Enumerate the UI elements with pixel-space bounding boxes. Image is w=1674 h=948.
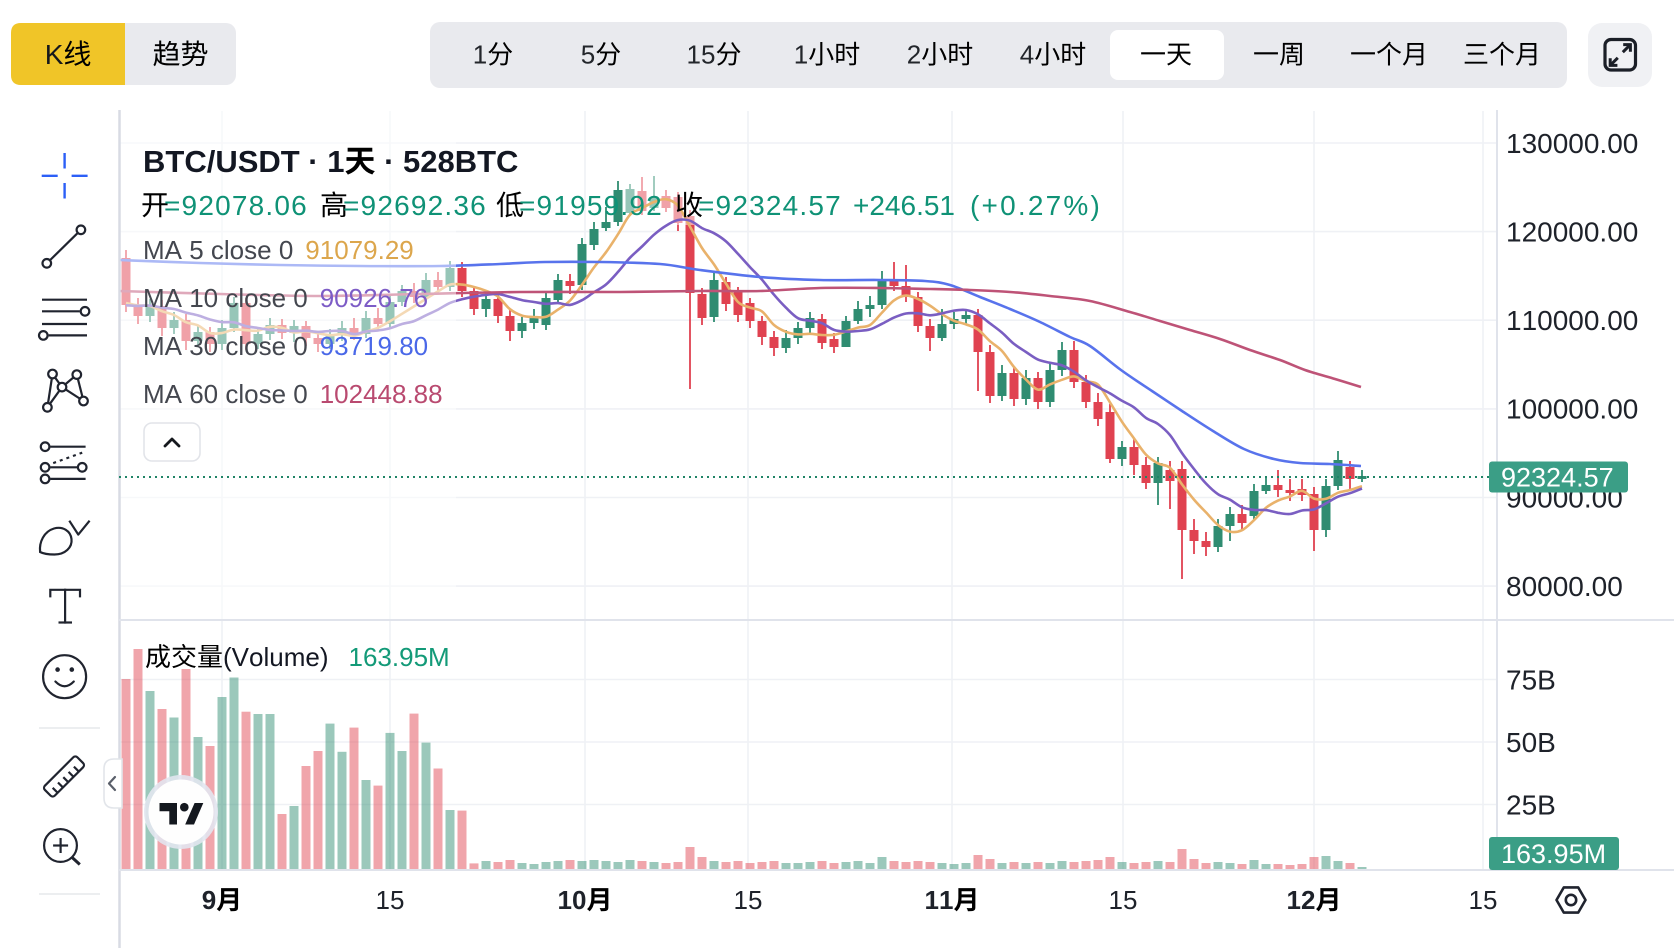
- svg-text:=91959.92: =91959.92: [519, 190, 663, 221]
- svg-text:50B: 50B: [1506, 727, 1556, 758]
- svg-text:12: 12: [1287, 885, 1316, 915]
- svg-text:2: 2: [907, 40, 921, 70]
- svg-text:1: 1: [473, 40, 487, 70]
- svg-text:120000.00: 120000.00: [1506, 216, 1638, 247]
- svg-text:BTC/USDT: BTC/USDT: [143, 144, 300, 179]
- svg-text:·: ·: [300, 144, 328, 179]
- svg-text:1: 1: [327, 144, 344, 179]
- svg-text:91079.29: 91079.29: [305, 235, 413, 265]
- svg-text:528BTC: 528BTC: [403, 144, 518, 179]
- svg-text:=92692.36: =92692.36: [343, 190, 487, 221]
- svg-text:·: ·: [376, 144, 404, 179]
- svg-text:MA 5 close 0: MA 5 close 0: [143, 235, 293, 265]
- svg-text:15: 15: [376, 885, 405, 915]
- svg-text:11: 11: [925, 885, 954, 915]
- svg-text:MA 10 close 0: MA 10 close 0: [143, 283, 308, 313]
- svg-text:110000.00: 110000.00: [1506, 305, 1638, 336]
- svg-text:102448.88: 102448.88: [320, 379, 443, 409]
- svg-text:130000.00: 130000.00: [1506, 128, 1638, 159]
- svg-text:75B: 75B: [1506, 664, 1556, 695]
- svg-text:80000.00: 80000.00: [1506, 571, 1623, 602]
- svg-text:100000.00: 100000.00: [1506, 394, 1638, 425]
- svg-text:5: 5: [581, 40, 595, 70]
- svg-text:MA 60 close 0: MA 60 close 0: [143, 379, 308, 409]
- svg-text:25B: 25B: [1506, 789, 1556, 820]
- svg-text:(+0.27%): (+0.27%): [970, 190, 1102, 221]
- svg-text:+246.51: +246.51: [853, 190, 955, 221]
- svg-text:1: 1: [794, 40, 808, 70]
- svg-text:15: 15: [687, 40, 716, 70]
- svg-text:15: 15: [1469, 885, 1498, 915]
- svg-text:15: 15: [1109, 885, 1138, 915]
- svg-text:4: 4: [1020, 40, 1034, 70]
- svg-text:10: 10: [558, 885, 587, 915]
- svg-text:90926.76: 90926.76: [320, 283, 428, 313]
- svg-text:163.95M: 163.95M: [1501, 839, 1606, 869]
- svg-text:92324.57: 92324.57: [1501, 463, 1614, 493]
- svg-text:163.95M: 163.95M: [349, 642, 450, 672]
- svg-text:=92324.57: =92324.57: [698, 190, 842, 221]
- svg-text:K: K: [45, 39, 64, 70]
- svg-text:9: 9: [202, 885, 216, 915]
- svg-text:15: 15: [734, 885, 763, 915]
- svg-text:(Volume): (Volume): [223, 642, 328, 672]
- svg-text:=92078.06: =92078.06: [164, 190, 308, 221]
- svg-text:93719.80: 93719.80: [320, 331, 428, 361]
- svg-text:MA 30 close 0: MA 30 close 0: [143, 331, 308, 361]
